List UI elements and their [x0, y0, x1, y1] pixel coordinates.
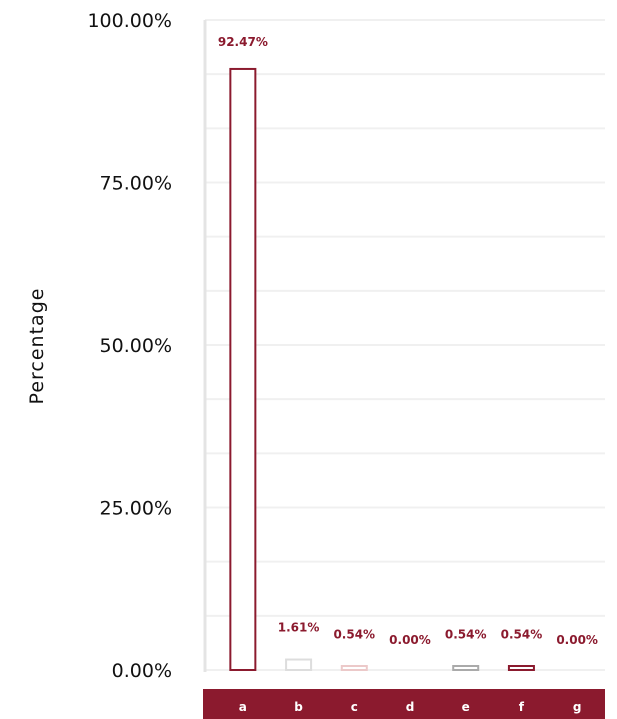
data-label-c: 0.54% [333, 627, 375, 641]
x-tick-label-e: e [462, 700, 470, 714]
bar-f [507, 665, 535, 671]
data-label-g: 0.00% [556, 633, 598, 647]
y-tick-label: 100.00% [87, 10, 172, 32]
x-tick-label-b: b [294, 700, 303, 714]
x-axis-band [203, 689, 605, 719]
x-tick-label-g: g [573, 700, 582, 714]
data-labels: 92.47% 1.61% 0.54% 0.00% 0.54% 0.54% 0.00% [218, 35, 598, 647]
data-label-b: 1.61% [278, 621, 320, 635]
x-tick-label-f: f [519, 700, 525, 714]
x-tick-label-a: a [239, 700, 247, 714]
bar-a [229, 67, 257, 671]
bar-b [285, 658, 313, 671]
y-tick-labels: 0.00% 25.00% 50.00% 75.00% 100.00% [87, 10, 172, 682]
x-tick-label-d: d [406, 700, 415, 714]
x-tick-labels: a b c d e f g [239, 700, 582, 714]
bar-c [340, 665, 368, 671]
y-tick-label: 25.00% [100, 498, 172, 520]
y-tick-label: 50.00% [100, 335, 172, 357]
data-label-f: 0.54% [501, 627, 543, 641]
data-label-a: 92.47% [218, 35, 268, 49]
data-label-e: 0.54% [445, 627, 487, 641]
data-label-d: 0.00% [389, 633, 431, 647]
y-tick-label: 75.00% [100, 173, 172, 195]
x-tick-label-c: c [351, 700, 358, 714]
bars [229, 67, 535, 671]
y-axis-label: Percentage [26, 288, 48, 405]
bar-e [452, 665, 480, 671]
gridlines [205, 19, 605, 671]
y-tick-label: 0.00% [112, 660, 172, 682]
